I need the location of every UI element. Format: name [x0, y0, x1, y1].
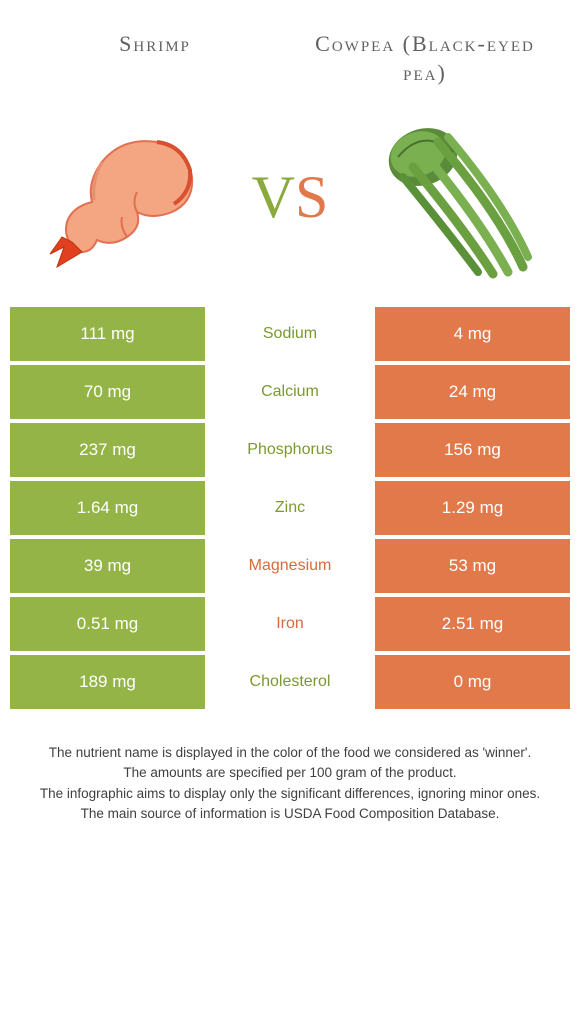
- table-row: 70 mgCalcium24 mg: [10, 365, 570, 419]
- footer-notes: The nutrient name is displayed in the co…: [0, 713, 580, 824]
- right-value: 2.51 mg: [375, 597, 570, 651]
- right-value: 0 mg: [375, 655, 570, 709]
- left-value: 39 mg: [10, 539, 205, 593]
- nutrient-label: Calcium: [205, 365, 375, 419]
- left-value: 189 mg: [10, 655, 205, 709]
- right-value: 24 mg: [375, 365, 570, 419]
- table-row: 39 mgMagnesium53 mg: [10, 539, 570, 593]
- vs-label: VS: [252, 163, 329, 232]
- right-value: 53 mg: [375, 539, 570, 593]
- table-row: 237 mgPhosphorus156 mg: [10, 423, 570, 477]
- nutrient-table: 111 mgSodium4 mg70 mgCalcium24 mg237 mgP…: [0, 307, 580, 709]
- left-value: 1.64 mg: [10, 481, 205, 535]
- nutrient-label: Phosphorus: [205, 423, 375, 477]
- header: Shrimp Cowpea (Black-eyed pea): [0, 0, 580, 97]
- left-value: 237 mg: [10, 423, 205, 477]
- right-value: 4 mg: [375, 307, 570, 361]
- table-row: 0.51 mgIron2.51 mg: [10, 597, 570, 651]
- cowpea-illustration: [363, 107, 543, 287]
- vs-v: V: [252, 164, 295, 230]
- footer-line: The infographic aims to display only the…: [30, 784, 550, 804]
- right-value: 156 mg: [375, 423, 570, 477]
- left-value: 70 mg: [10, 365, 205, 419]
- right-value: 1.29 mg: [375, 481, 570, 535]
- table-row: 111 mgSodium4 mg: [10, 307, 570, 361]
- left-value: 111 mg: [10, 307, 205, 361]
- nutrient-label: Magnesium: [205, 539, 375, 593]
- left-value: 0.51 mg: [10, 597, 205, 651]
- table-row: 1.64 mgZinc1.29 mg: [10, 481, 570, 535]
- footer-line: The main source of information is USDA F…: [30, 804, 550, 824]
- vs-s: S: [295, 164, 328, 230]
- nutrient-label: Cholesterol: [205, 655, 375, 709]
- nutrient-label: Iron: [205, 597, 375, 651]
- nutrient-label: Sodium: [205, 307, 375, 361]
- footer-line: The amounts are specified per 100 gram o…: [30, 763, 550, 783]
- food-right-title: Cowpea (Black-eyed pea): [305, 30, 545, 87]
- footer-line: The nutrient name is displayed in the co…: [30, 743, 550, 763]
- nutrient-label: Zinc: [205, 481, 375, 535]
- table-row: 189 mgCholesterol0 mg: [10, 655, 570, 709]
- shrimp-illustration: [37, 107, 217, 287]
- food-left-title: Shrimp: [35, 30, 275, 59]
- images-row: VS: [0, 97, 580, 307]
